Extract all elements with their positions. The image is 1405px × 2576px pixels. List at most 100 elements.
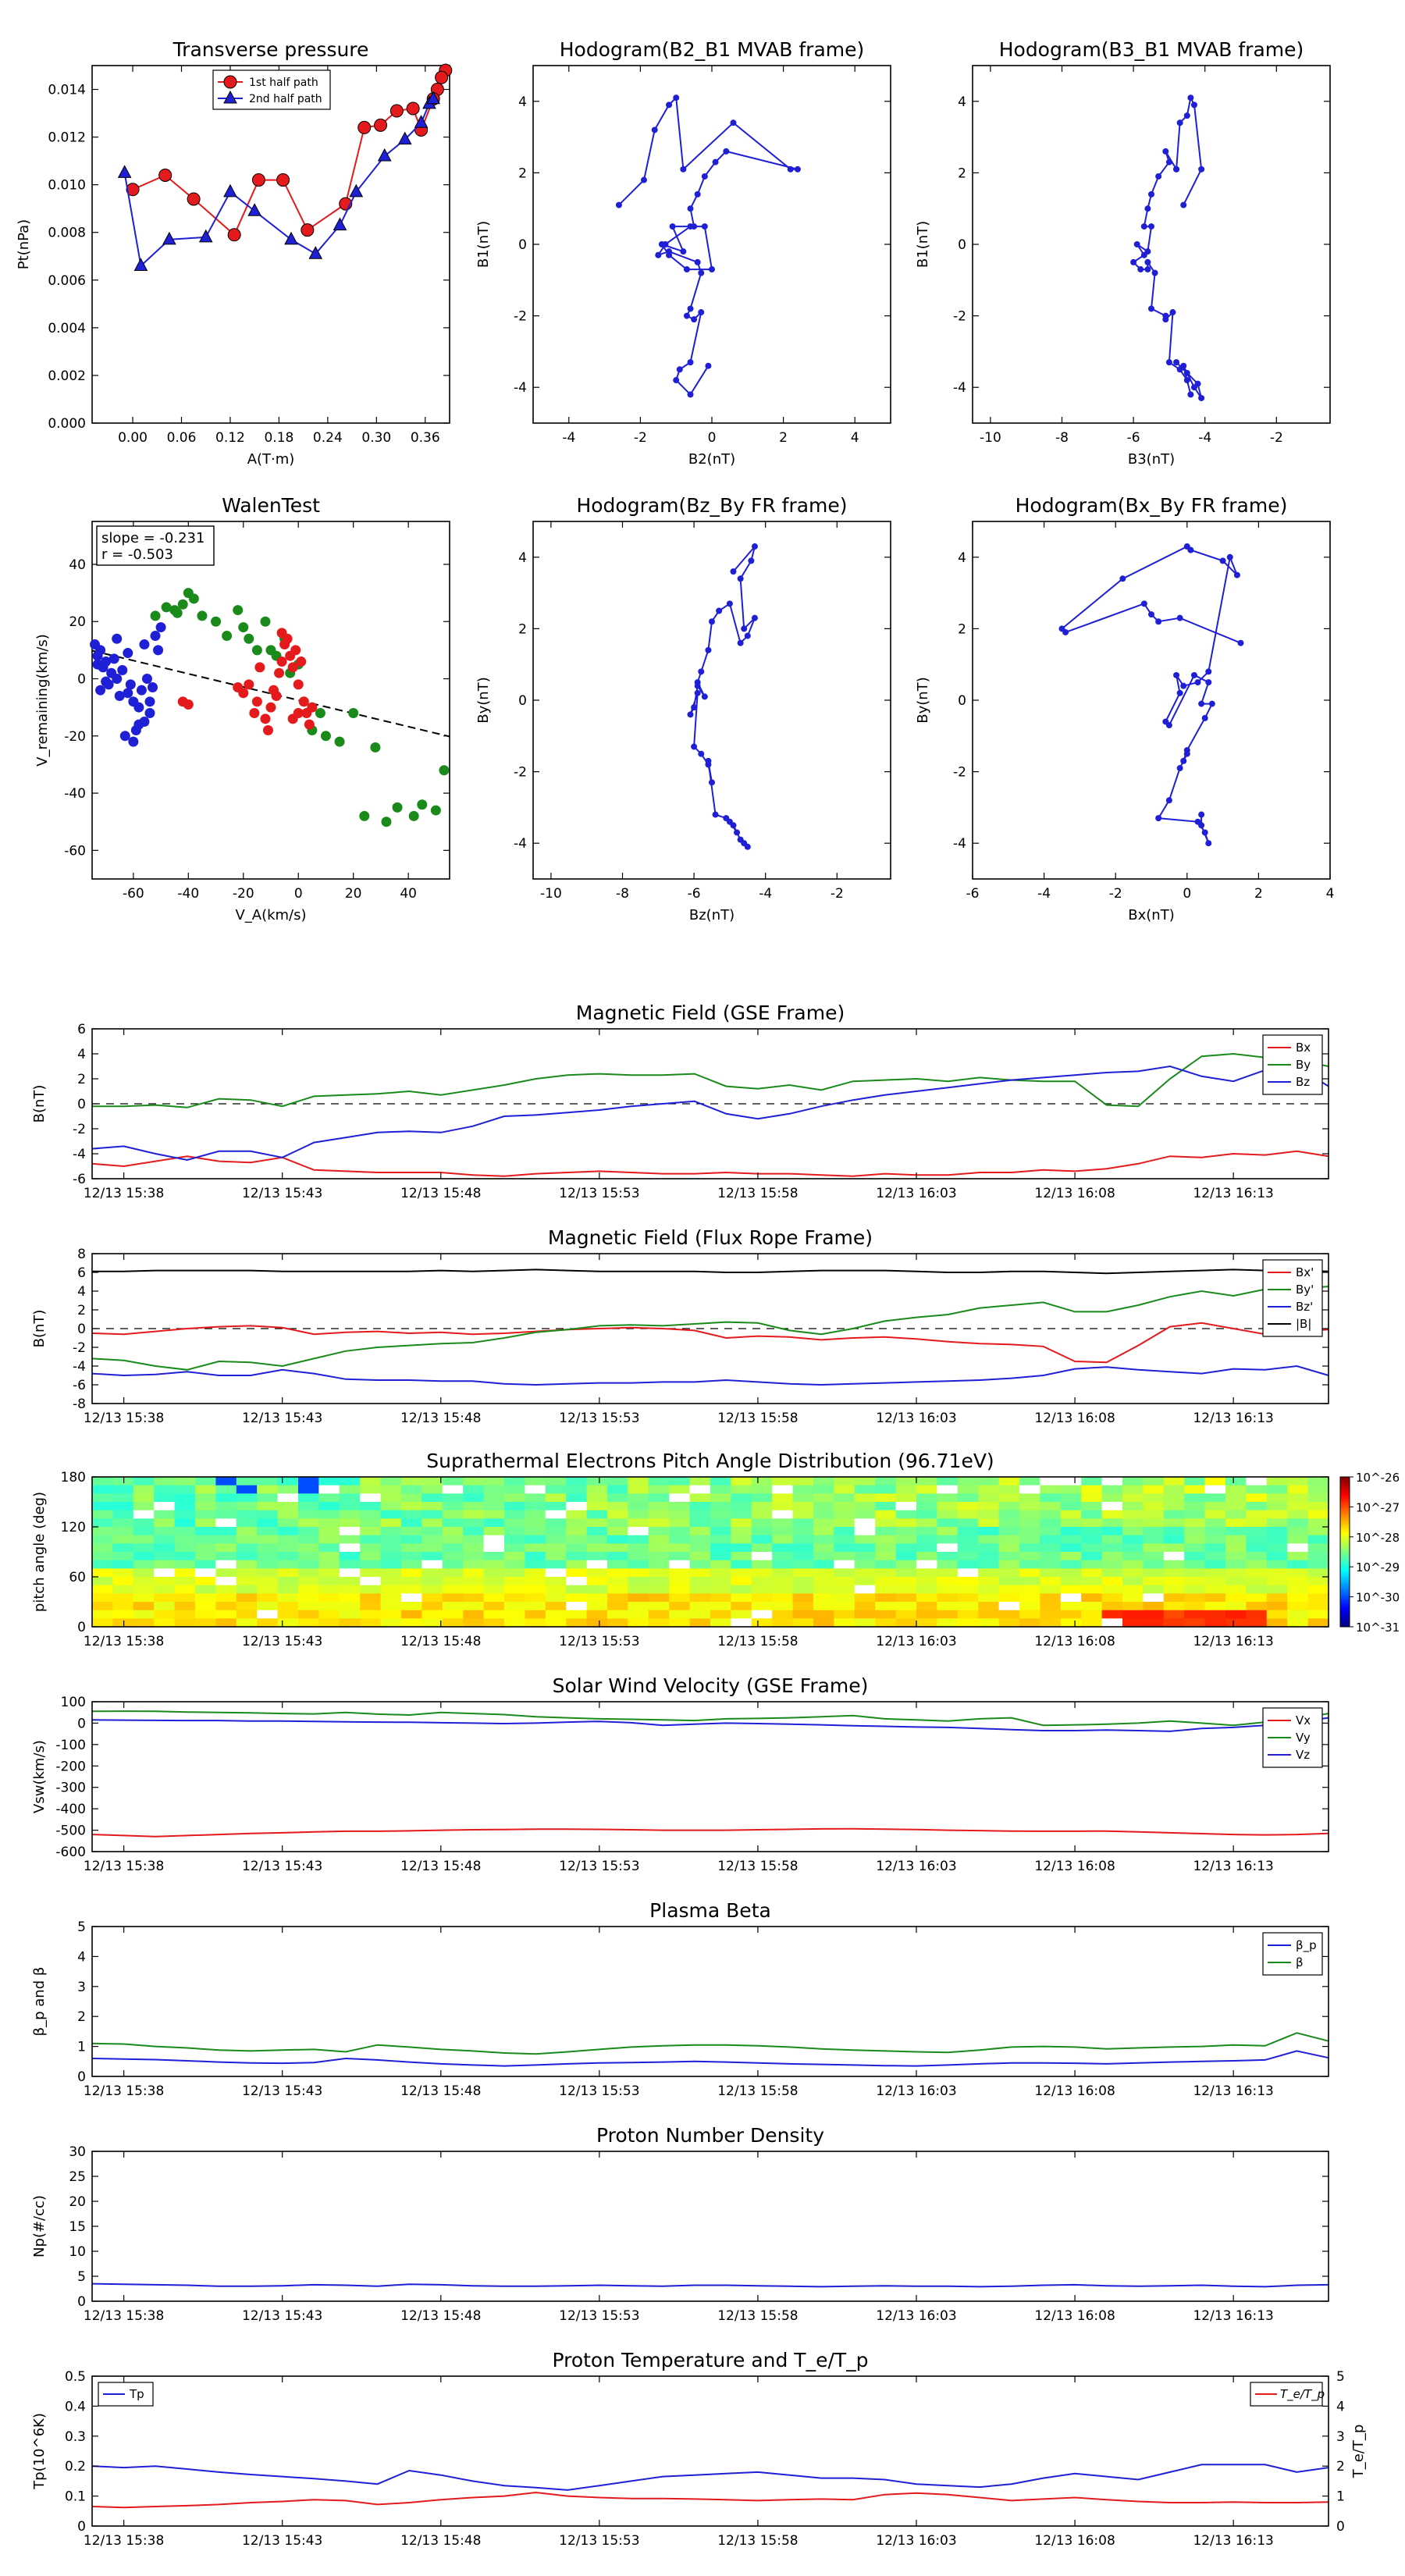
panel-8-heatmap-cell [1081, 1518, 1103, 1528]
panel-7-series-line-1 [91, 1286, 1329, 1371]
panel-8-heatmap-cell [215, 1618, 237, 1628]
panel-4-xtick-label: -2 [831, 886, 844, 902]
panel-8-heatmap-cell [339, 1518, 361, 1528]
panel-8-heatmap-cell [1143, 1618, 1165, 1628]
panel-8-heatmap-cell [525, 1477, 546, 1486]
panel-8-heatmap-cell [339, 1610, 361, 1619]
panel-8-heatmap-cell [318, 1552, 340, 1561]
panel-8-heatmap-cell [257, 1510, 279, 1519]
panel-0-ytick-label: 0.006 [48, 273, 86, 289]
panel-10-ytick-label: 1 [77, 2040, 86, 2055]
panel-8-heatmap-cell [875, 1568, 897, 1578]
panel-4-xtick-label: -6 [688, 886, 701, 902]
panel-5-ytick-label: -2 [953, 765, 966, 781]
panel-8-heatmap-cell [566, 1477, 588, 1486]
panel-3-point-green [172, 607, 183, 618]
panel-8-heatmap-cell [174, 1485, 196, 1494]
panel-8-heatmap-cell [916, 1477, 937, 1486]
panel-8-heatmap-cell [854, 1493, 876, 1503]
panel-8-heatmap-cell [998, 1502, 1020, 1511]
panel-2-point-0 [1162, 148, 1169, 155]
panel-8-heatmap-cell [751, 1535, 773, 1544]
panel-8-heatmap-cell [112, 1527, 134, 1536]
panel-8-heatmap-cell [463, 1535, 485, 1544]
panel-12-series-line-0 [91, 2464, 1329, 2491]
panel-8-heatmap-cell [442, 1568, 464, 1578]
panel-8-heatmap-cell [895, 1568, 917, 1578]
panel-12-ytick-label: 0.4 [65, 2399, 86, 2414]
panel-8-heatmap-cell [607, 1518, 628, 1528]
panel-8-heatmap-cell [133, 1568, 155, 1578]
panel-8-heatmap-cell [607, 1535, 628, 1544]
panel-5-point-0 [1058, 625, 1065, 632]
panel-8-heatmap-cell [854, 1527, 876, 1536]
panel-8-heatmap-cell [1184, 1510, 1206, 1519]
panel-8-heatmap-cell [1019, 1543, 1040, 1553]
panel-8-heatmap-cell [792, 1535, 814, 1544]
panel-8-heatmap-cell [1101, 1618, 1123, 1628]
panel-8-heatmap-cell [1184, 1618, 1206, 1628]
panel-6-series-line-1 [92, 1052, 1329, 1108]
panel-8-heatmap-cell [1246, 1568, 1268, 1578]
panel-10-xtick-label: 12/13 15:58 [717, 2083, 798, 2099]
panel-8-heatmap-cell [1246, 1477, 1268, 1486]
panel-8-heatmap-cell [133, 1477, 155, 1486]
panel-8-heatmap-cell [1081, 1485, 1103, 1494]
panel-8-heatmap-cell [422, 1593, 443, 1603]
panel-8-heatmap-cell [174, 1618, 196, 1628]
panel-8-heatmap-cell [112, 1493, 134, 1503]
panel-8-heatmap-cell [1143, 1510, 1165, 1519]
panel-1-point-0 [676, 366, 683, 373]
panel-8-heatmap-cell [710, 1535, 731, 1544]
panel-8-heatmap-cell [92, 1618, 113, 1628]
panel-4-xtick-label: -10 [540, 886, 562, 902]
panel-0-point-1 [308, 246, 323, 259]
panel-8-heatmap-cell [483, 1568, 505, 1578]
panel-8-heatmap-cell [133, 1610, 155, 1619]
panel-8-heatmap-cell [1122, 1518, 1144, 1528]
panel-4-ytick-label: 0 [518, 693, 527, 709]
panel-2-point-0 [1144, 258, 1151, 265]
panel-8-ytick-label: 0 [77, 1620, 86, 1635]
panel-8-heatmap-cell [628, 1518, 649, 1528]
panel-8-heatmap-cell [978, 1493, 1000, 1503]
panel-8-heatmap-cell [1081, 1610, 1103, 1619]
panel-8-heatmap-cell [1246, 1610, 1268, 1619]
panel-8-heatmap-cell [195, 1577, 216, 1586]
panel-8-heatmap-cell [442, 1493, 464, 1503]
panel-10-xtick-label: 12/13 16:03 [876, 2083, 956, 2099]
panel-8-heatmap-cell [834, 1527, 855, 1536]
panel-2-title: Hodogram(B3_B1 MVAB frame) [999, 38, 1304, 61]
panel-8-heatmap-cell [772, 1585, 794, 1594]
panel-8-heatmap-cell [1204, 1560, 1226, 1569]
panel-12-title: Proton Temperature and T_e/T_p [552, 2349, 868, 2371]
panel-8-heatmap-cell [566, 1610, 588, 1619]
panel-3-ylabel: V_remaining(km/s) [34, 634, 51, 767]
panel-4-point-0 [751, 543, 758, 550]
panel-3-xtick-label: 40 [400, 886, 417, 902]
panel-8-heatmap-cell [483, 1610, 505, 1619]
panel-8-heatmap-cell [731, 1485, 752, 1494]
panel-4-point-0 [716, 607, 723, 614]
panel-8-heatmap-cell [813, 1577, 834, 1586]
panel-8-heatmap-cell [813, 1518, 834, 1528]
panel-7-xtick-label: 12/13 15:58 [717, 1411, 798, 1426]
panel-9-ytick-label: -300 [55, 1781, 86, 1796]
panel-3-point-green [197, 610, 208, 621]
panel-8-heatmap-cell [154, 1502, 176, 1511]
panel-8-heatmap-cell [154, 1618, 176, 1628]
panel-8-heatmap-cell [1287, 1502, 1309, 1511]
panel-0-ytick-label: 0.014 [48, 83, 86, 98]
panel-8-heatmap-cell [1143, 1593, 1165, 1603]
panel-8-heatmap-cell [1019, 1610, 1040, 1619]
panel-4-ytick-label: 4 [518, 550, 527, 566]
panel-8-heatmap-cell [792, 1568, 814, 1578]
panel-8-heatmap-cell [1307, 1502, 1329, 1511]
panel-8-heatmap-cell [957, 1477, 979, 1486]
panel-8-heatmap-cell [937, 1552, 959, 1561]
panel-0-ytick-label: 0.000 [48, 416, 86, 432]
panel-8-heatmap-cell [628, 1585, 649, 1594]
panel-8-heatmap-cell [154, 1543, 176, 1553]
panel-10-series-line-0 [91, 2050, 1329, 2067]
panel-0-point-0 [406, 101, 420, 116]
